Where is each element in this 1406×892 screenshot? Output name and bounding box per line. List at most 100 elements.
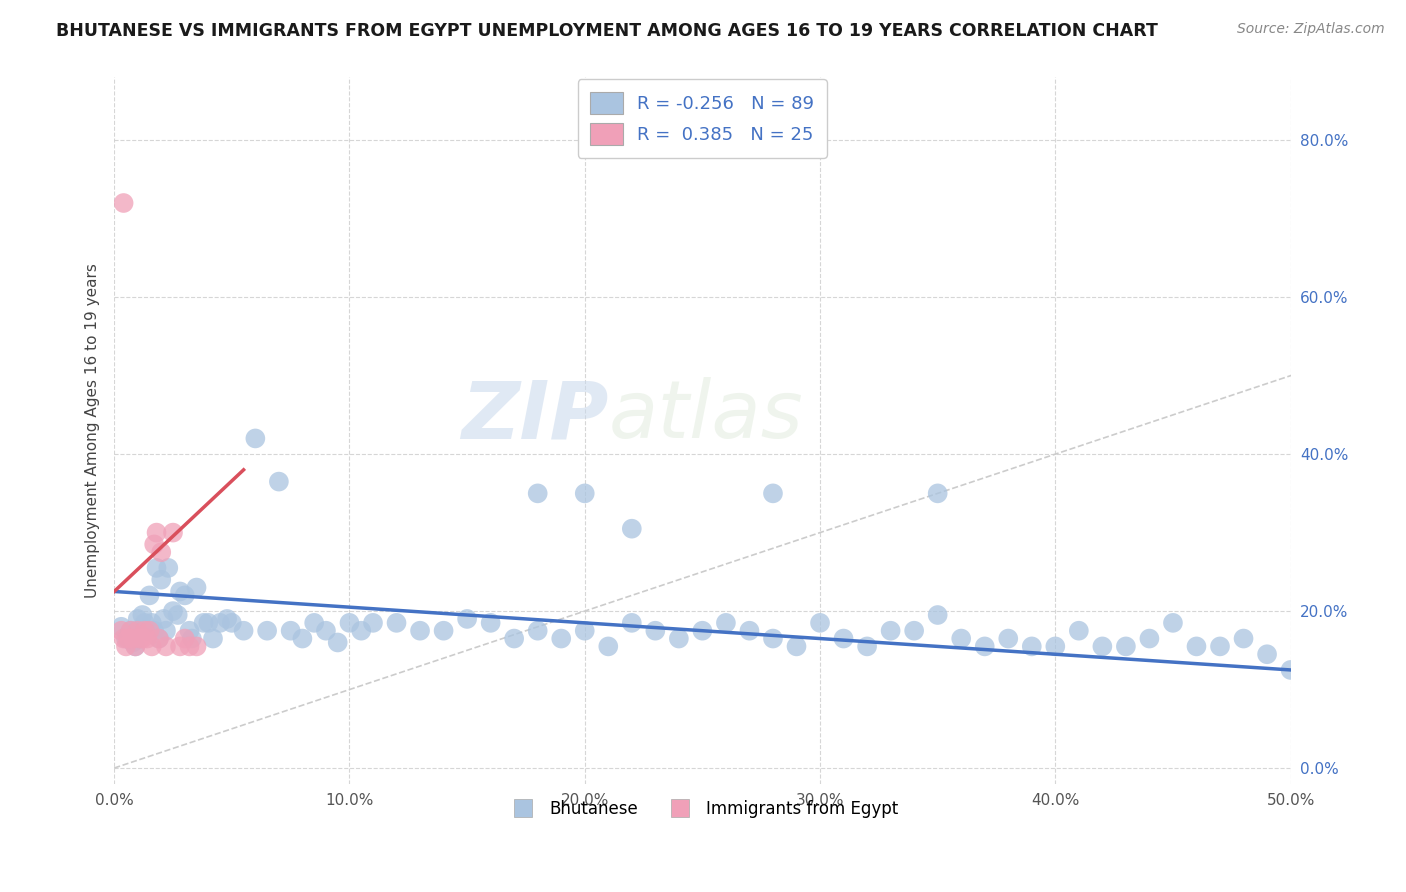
Point: [150, 573, 173, 587]
Point: [620, 522, 643, 536]
Point: [1185, 640, 1208, 654]
Point: [879, 624, 901, 638]
Point: [1209, 640, 1232, 654]
Point: [950, 632, 973, 646]
Point: [131, 607, 153, 622]
Point: [169, 640, 191, 654]
Point: [1021, 640, 1043, 654]
Point: [162, 525, 184, 540]
Point: [209, 615, 232, 630]
Point: [432, 624, 454, 638]
Point: [1232, 632, 1254, 646]
Point: [141, 640, 163, 654]
Point: [197, 615, 219, 630]
Point: [120, 624, 142, 638]
Text: BHUTANESE VS IMMIGRANTS FROM EGYPT UNEMPLOYMENT AMONG AGES 16 TO 19 YEARS CORREL: BHUTANESE VS IMMIGRANTS FROM EGYPT UNEMP…: [56, 22, 1159, 40]
Text: atlas: atlas: [609, 377, 803, 456]
Point: [903, 624, 925, 638]
Point: [127, 624, 149, 638]
Point: [385, 615, 408, 630]
Point: [152, 612, 174, 626]
Point: [692, 624, 714, 638]
Point: [668, 632, 690, 646]
Point: [122, 632, 145, 646]
Point: [256, 624, 278, 638]
Point: [361, 615, 384, 630]
Point: [808, 615, 831, 630]
Point: [110, 620, 132, 634]
Point: [479, 615, 502, 630]
Point: [136, 624, 159, 638]
Point: [280, 624, 302, 638]
Point: [315, 624, 337, 638]
Point: [131, 632, 153, 646]
Legend: Bhutanese, Immigrants from Egypt: Bhutanese, Immigrants from Egypt: [499, 794, 905, 825]
Point: [856, 640, 879, 654]
Point: [832, 632, 855, 646]
Point: [456, 612, 478, 626]
Point: [598, 640, 620, 654]
Point: [179, 640, 201, 654]
Point: [134, 624, 156, 638]
Point: [201, 632, 224, 646]
Point: [1067, 624, 1090, 638]
Point: [232, 624, 254, 638]
Point: [124, 640, 146, 654]
Point: [148, 632, 170, 646]
Point: [193, 615, 215, 630]
Point: [1139, 632, 1161, 646]
Point: [350, 624, 373, 638]
Point: [526, 486, 548, 500]
Point: [179, 624, 201, 638]
Y-axis label: Unemployment Among Ages 16 to 19 years: Unemployment Among Ages 16 to 19 years: [86, 263, 100, 598]
Point: [714, 615, 737, 630]
Text: Source: ZipAtlas.com: Source: ZipAtlas.com: [1237, 22, 1385, 37]
Point: [138, 624, 160, 638]
Point: [574, 624, 596, 638]
Point: [1091, 640, 1114, 654]
Point: [550, 632, 572, 646]
Point: [141, 615, 163, 630]
Point: [267, 475, 290, 489]
Point: [150, 545, 173, 559]
Point: [762, 632, 785, 646]
Point: [302, 615, 325, 630]
Point: [122, 635, 145, 649]
Point: [526, 624, 548, 638]
Point: [117, 627, 139, 641]
Point: [129, 632, 152, 646]
Point: [110, 624, 132, 638]
Point: [1279, 663, 1302, 677]
Point: [221, 615, 243, 630]
Point: [339, 615, 361, 630]
Point: [762, 486, 785, 500]
Point: [112, 632, 135, 646]
Point: [134, 615, 156, 630]
Point: [180, 632, 202, 646]
Point: [973, 640, 995, 654]
Point: [124, 640, 146, 654]
Point: [148, 632, 170, 646]
Point: [145, 561, 167, 575]
Point: [644, 624, 666, 638]
Point: [127, 624, 149, 638]
Point: [138, 588, 160, 602]
Point: [157, 561, 180, 575]
Point: [136, 632, 159, 646]
Text: ZIP: ZIP: [461, 377, 609, 456]
Point: [166, 607, 188, 622]
Point: [738, 624, 761, 638]
Point: [155, 624, 177, 638]
Point: [115, 640, 138, 654]
Point: [1045, 640, 1067, 654]
Point: [997, 632, 1019, 646]
Point: [291, 632, 314, 646]
Point: [574, 486, 596, 500]
Point: [173, 588, 195, 602]
Point: [1115, 640, 1137, 654]
Point: [186, 640, 208, 654]
Point: [503, 632, 526, 646]
Point: [245, 432, 267, 446]
Point: [155, 640, 177, 654]
Point: [326, 635, 349, 649]
